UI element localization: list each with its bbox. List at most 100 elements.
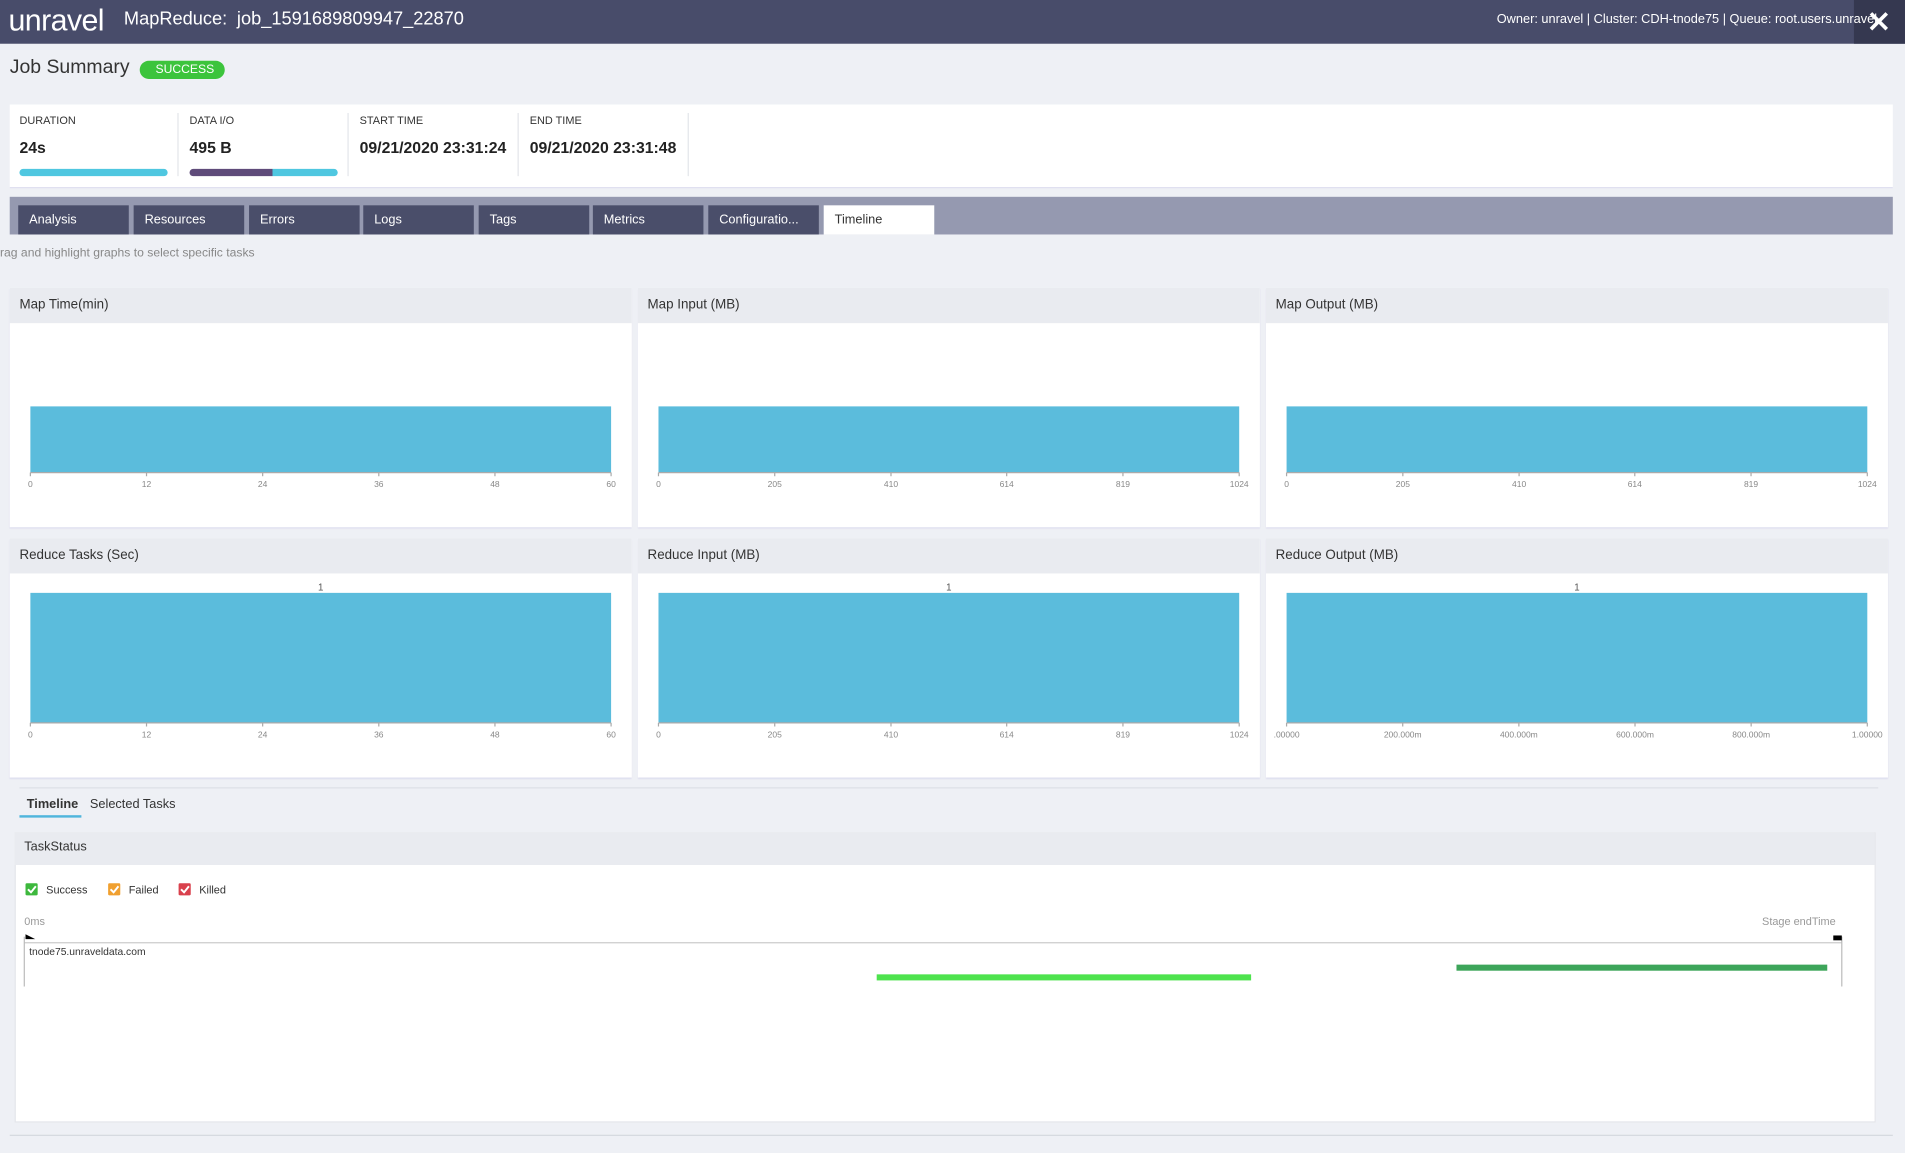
tab[interactable] (133, 205, 245, 235)
stat-value: 24s (19, 138, 46, 157)
tab[interactable] (363, 205, 474, 235)
x-tick-label: 1024 (1858, 479, 1877, 489)
tab-label[interactable]: Resources (144, 212, 206, 228)
histogram-bar (658, 592, 1240, 723)
x-tick-label: 410 (884, 479, 898, 489)
x-tick-label: 400.000m (1500, 729, 1538, 739)
x-tick-label: 819 (1744, 479, 1758, 489)
x-tick-label: 0 (656, 479, 661, 489)
x-tick-label: 200.000m (1384, 729, 1422, 739)
legend-label: Failed (129, 884, 159, 896)
duration-bar (19, 168, 168, 177)
host-label: tnode75.unraveldata.com (29, 947, 145, 958)
tab[interactable] (18, 205, 129, 235)
x-tick-label: 614 (1000, 479, 1014, 489)
x-tick-label: 1024 (1230, 479, 1249, 489)
value-label: 1 (1574, 583, 1579, 594)
stat-value: 495 B (189, 138, 232, 157)
x-tick-label: 410 (1512, 479, 1526, 489)
histogram-bar (658, 406, 1240, 473)
task-bar (876, 974, 1252, 981)
tab[interactable] (592, 205, 704, 235)
legend-checkbox (108, 883, 121, 896)
stat-value: 09/21/2020 23:31:48 (529, 138, 677, 157)
io-bar (189, 168, 338, 177)
chart-title: Map Input (MB) (647, 297, 740, 313)
start-label: 0ms (24, 916, 45, 928)
tab-label[interactable]: Tags (489, 212, 517, 228)
chart-title: Map Output (MB) (1275, 297, 1379, 313)
value-label: 1 (318, 583, 323, 594)
tab[interactable] (478, 205, 590, 235)
task-bar (1456, 964, 1828, 971)
stat-divider (347, 112, 349, 177)
x-tick-label: 24 (258, 479, 268, 489)
tab[interactable] (823, 205, 935, 235)
hint: rag and highlight graphs to select speci… (0, 246, 255, 260)
tab[interactable] (708, 205, 819, 235)
histogram-bar (1286, 592, 1868, 723)
tab-label[interactable]: Errors (259, 212, 295, 228)
x-tick-label: 205 (768, 729, 782, 739)
tab-label[interactable]: Analysis (29, 212, 77, 228)
x-tick-label: .00000 (1274, 729, 1300, 739)
x-tick-label: 800.000m (1732, 729, 1770, 739)
top-bar (0, 0, 1905, 44)
status-text: SUCCESS (155, 63, 215, 77)
sub-tab-underline (19, 815, 82, 818)
panel-title: TaskStatus (24, 839, 87, 855)
page-title: Job Summary (9, 57, 130, 78)
sub-tab[interactable]: Selected Tasks (89, 796, 176, 812)
stat-divider (517, 112, 519, 177)
chart-header (9, 538, 632, 574)
stat-label: DURATION (19, 114, 76, 127)
x-tick-label: 1024 (1230, 729, 1249, 739)
status-badge (139, 60, 225, 79)
logo: unravel (8, 3, 105, 38)
check-mark (27, 885, 37, 894)
x-tick-label: 819 (1116, 729, 1130, 739)
x-tick-label: 600.000m (1616, 729, 1654, 739)
x-tick-label: 60 (606, 479, 616, 489)
x-tick-label: 48 (490, 479, 500, 489)
stat-label: DATA I/O (189, 114, 235, 127)
x-tick-label: 614 (1000, 729, 1014, 739)
stat-divider (177, 112, 179, 177)
stat-value: 09/21/2020 23:31:24 (359, 138, 507, 157)
close-button[interactable] (1853, 0, 1905, 44)
chart-header (637, 538, 1260, 574)
x-tick-label: 0 (28, 729, 33, 739)
legend-checkbox (25, 883, 38, 896)
check-mark (109, 885, 120, 894)
x-tick-label: 0 (28, 479, 33, 489)
check-mark (180, 885, 190, 894)
tab-label[interactable]: Logs (374, 212, 402, 228)
x-tick-label: 0 (1284, 479, 1289, 489)
x-tick-label: 36 (374, 479, 384, 489)
chart-title: Reduce Tasks (Sec) (19, 547, 139, 563)
app-name: MapReduce: (123, 8, 228, 30)
tab-label[interactable]: Metrics (603, 212, 645, 228)
stat-label: START TIME (359, 114, 424, 127)
histogram-bar (1286, 406, 1868, 473)
x-tick-label: 12 (142, 479, 152, 489)
chart-header (637, 287, 1260, 324)
stat-divider (687, 112, 689, 177)
x-tick-label: 1.00000 (1852, 729, 1883, 739)
job-info: Owner: unravel | Cluster: CDH-tnode75 | … (1496, 12, 1878, 27)
chart-header (9, 287, 632, 324)
sub-tab[interactable]: Timeline (26, 796, 79, 812)
x-tick-label: 60 (606, 729, 616, 739)
summary-panel (9, 104, 1893, 189)
start-flag (25, 934, 36, 940)
job-id: job_1591689809947_22870 (236, 8, 464, 30)
timeline-panel-header (14, 832, 1875, 866)
tab-label[interactable]: Configuratio... (719, 212, 799, 228)
tab-label[interactable]: Timeline (834, 212, 883, 228)
legend-label: Success (46, 884, 88, 896)
histogram-bar (30, 592, 612, 723)
divider (9, 1134, 1893, 1136)
tab[interactable] (249, 205, 360, 235)
